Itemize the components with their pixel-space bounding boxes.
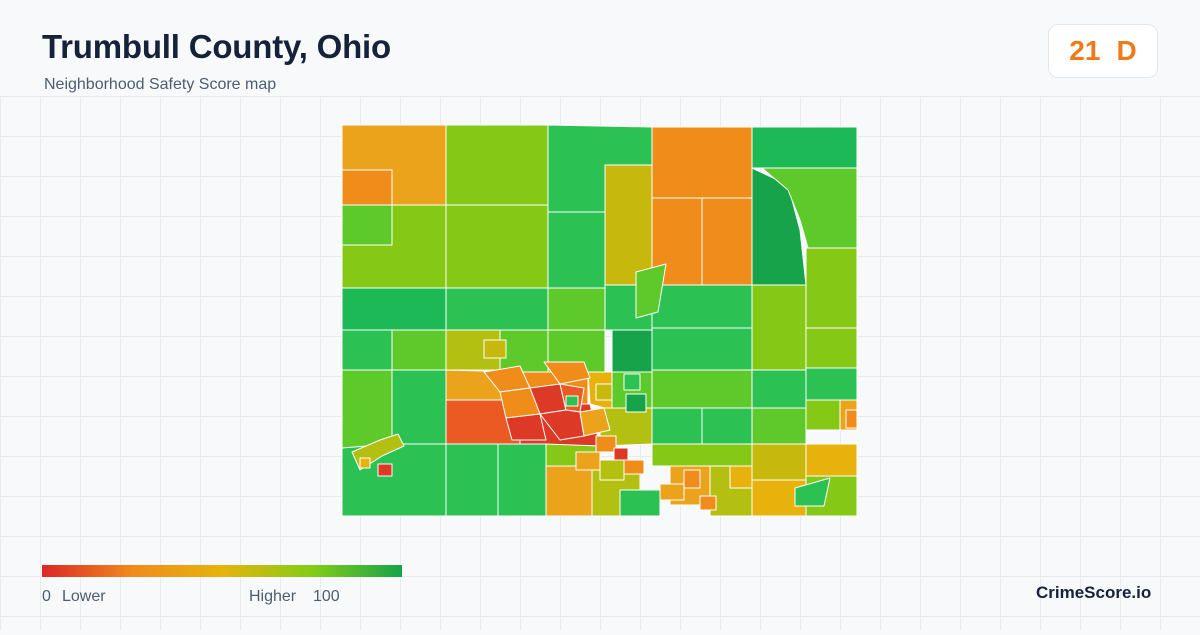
map-region[interactable]: [611, 329, 653, 373]
map-region[interactable]: [805, 327, 858, 369]
map-region[interactable]: [619, 489, 661, 517]
map-region[interactable]: [579, 407, 611, 437]
map-region[interactable]: [543, 361, 591, 385]
map-region[interactable]: [599, 459, 625, 481]
brand-logo-text[interactable]: CrimeScore.io: [1036, 583, 1152, 602]
map-region[interactable]: [545, 465, 593, 517]
map-region[interactable]: [341, 287, 447, 331]
page-subtitle: Neighborhood Safety Score map: [44, 76, 277, 93]
map-region[interactable]: [659, 483, 685, 501]
map-region[interactable]: [701, 407, 753, 445]
map-region[interactable]: [505, 413, 547, 441]
map-region[interactable]: [651, 284, 753, 329]
map-region[interactable]: [391, 369, 447, 445]
map-region[interactable]: [575, 451, 601, 471]
map-region[interactable]: [751, 443, 807, 481]
map-region[interactable]: [805, 443, 858, 477]
safety-score-value: 21: [1069, 35, 1101, 66]
map-region[interactable]: [595, 435, 617, 453]
map-region[interactable]: [341, 204, 393, 246]
map-region[interactable]: [625, 393, 647, 413]
map-region[interactable]: [635, 263, 667, 319]
map-region[interactable]: [805, 399, 841, 431]
map-region[interactable]: [595, 383, 613, 401]
legend-gradient-bar: [42, 565, 402, 577]
map-region[interactable]: [651, 126, 753, 199]
map-region[interactable]: [651, 327, 753, 371]
map-region[interactable]: [651, 369, 753, 409]
map-region[interactable]: [604, 164, 653, 286]
map-region[interactable]: [497, 443, 547, 517]
map-region[interactable]: [651, 443, 753, 467]
map-region[interactable]: [845, 409, 858, 429]
map-region[interactable]: [445, 443, 499, 517]
map-region[interactable]: [359, 457, 371, 469]
map-region[interactable]: [751, 284, 807, 371]
map-region[interactable]: [445, 124, 549, 206]
map-region[interactable]: [483, 339, 507, 359]
map-region[interactable]: [683, 469, 701, 489]
map-region[interactable]: [794, 477, 831, 507]
map-region[interactable]: [751, 369, 807, 409]
map-region[interactable]: [613, 447, 629, 461]
map-region[interactable]: [701, 197, 753, 286]
safety-score-grade: D: [1116, 35, 1137, 66]
map-region[interactable]: [445, 204, 549, 289]
map-region[interactable]: [499, 329, 549, 373]
map-region[interactable]: [547, 287, 606, 331]
map-region[interactable]: [341, 169, 393, 206]
safety-score-card: 21 D: [1048, 24, 1158, 78]
legend-min-label: Lower: [62, 588, 106, 605]
map-region[interactable]: [651, 407, 703, 445]
map-region[interactable]: [445, 287, 549, 331]
map-region[interactable]: [377, 463, 393, 477]
map-region[interactable]: [391, 329, 447, 371]
map-region[interactable]: [547, 211, 606, 289]
legend-max-value: 100: [313, 588, 340, 605]
map-region[interactable]: [623, 373, 641, 391]
map-region[interactable]: [751, 126, 858, 169]
map-region[interactable]: [805, 247, 858, 329]
legend-min-value: 0: [42, 588, 51, 605]
map-region[interactable]: [805, 367, 858, 401]
map-region[interactable]: [751, 407, 807, 445]
map-region[interactable]: [699, 495, 717, 511]
map-region[interactable]: [341, 329, 393, 371]
map-region[interactable]: [623, 459, 645, 475]
map-region[interactable]: [729, 465, 753, 489]
page-title: Trumbull County, Ohio: [42, 28, 391, 65]
legend-max-label: Higher: [249, 588, 297, 605]
map-region[interactable]: [341, 369, 393, 449]
map-region[interactable]: [565, 395, 579, 407]
